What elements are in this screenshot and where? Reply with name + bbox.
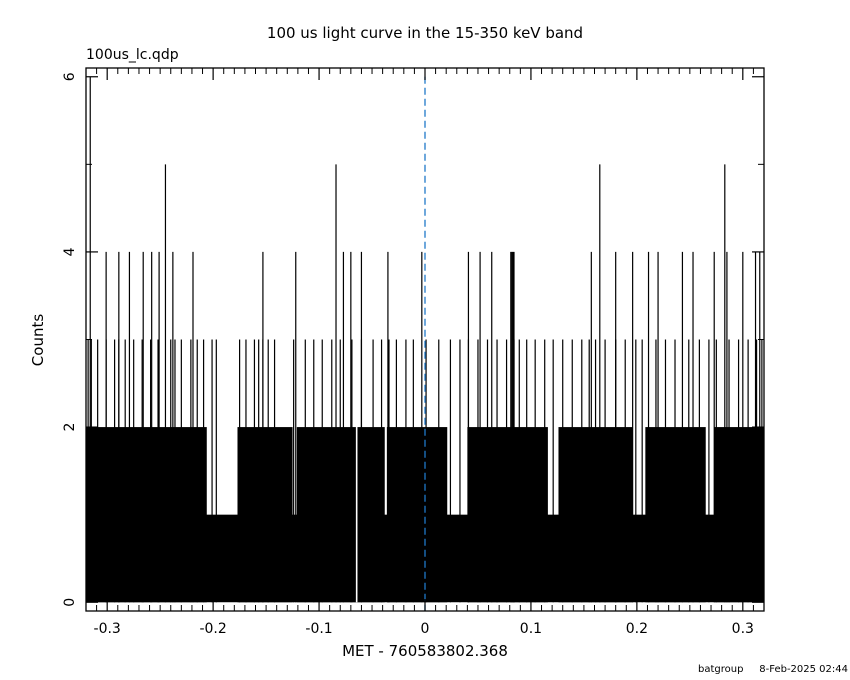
footer-user: batgroup	[698, 664, 743, 675]
y-tick-label: 6	[62, 72, 78, 81]
x-tick-label: 0	[421, 621, 430, 637]
count-bars	[86, 76, 764, 603]
y-tick-label: 0	[62, 598, 78, 607]
bar-region-2-counts	[467, 427, 548, 603]
x-axis-label: MET - 760583802.368	[342, 642, 508, 660]
y-tick-label: 2	[62, 423, 78, 432]
file-label: 100us_lc.qdp	[86, 47, 179, 63]
chart-title: 100 us light curve in the 15-350 keV ban…	[267, 24, 583, 42]
x-tick-label: 0.3	[732, 621, 754, 637]
y-tick-label: 4	[62, 247, 78, 256]
bar-region-2-counts	[86, 427, 207, 603]
bar-region-2-counts	[237, 427, 293, 603]
bar-0-counts	[355, 426, 358, 603]
x-tick-label: -0.2	[199, 621, 226, 637]
x-tick-label: -0.1	[305, 621, 332, 637]
x-tick-label: 0.1	[520, 621, 542, 637]
y-axis-label: Counts	[29, 314, 47, 367]
footer-timestamp: 8-Feb-2025 02:44	[759, 664, 848, 675]
x-tick-label: 0.2	[626, 621, 648, 637]
x-tick-label: -0.3	[94, 621, 121, 637]
y-axis-ticks: 0 2 4 6	[62, 72, 764, 607]
x-axis-ticks: -0.3 -0.2 -0.1 0 0.1 0.2 0.3	[85, 68, 765, 637]
